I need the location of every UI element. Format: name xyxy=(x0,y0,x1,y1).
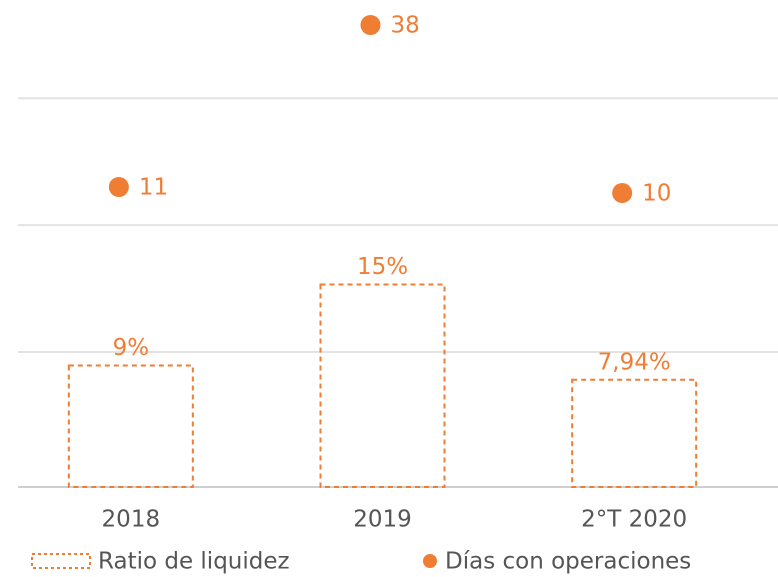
data-label: 15% xyxy=(357,254,408,280)
bar xyxy=(67,364,194,488)
data-label: 11 xyxy=(139,175,168,201)
legend-swatch xyxy=(31,553,91,569)
data-label: 38 xyxy=(391,13,420,39)
bar xyxy=(571,378,698,488)
data-label: 9% xyxy=(113,335,150,361)
bar xyxy=(319,283,446,488)
x-tick-label: 2018 xyxy=(102,507,161,533)
x-tick-label: 2019 xyxy=(353,507,412,533)
legend-label: Ratio de liquidez xyxy=(98,549,290,575)
legend-dot xyxy=(423,554,437,568)
legend-label: Días con operaciones xyxy=(445,549,691,575)
dot xyxy=(612,183,633,203)
dot xyxy=(108,177,129,197)
data-label: 10 xyxy=(642,181,671,207)
x-tick-label: 2°T 2020 xyxy=(581,507,687,533)
data-label: 7,94% xyxy=(598,349,671,375)
dot xyxy=(360,15,381,35)
